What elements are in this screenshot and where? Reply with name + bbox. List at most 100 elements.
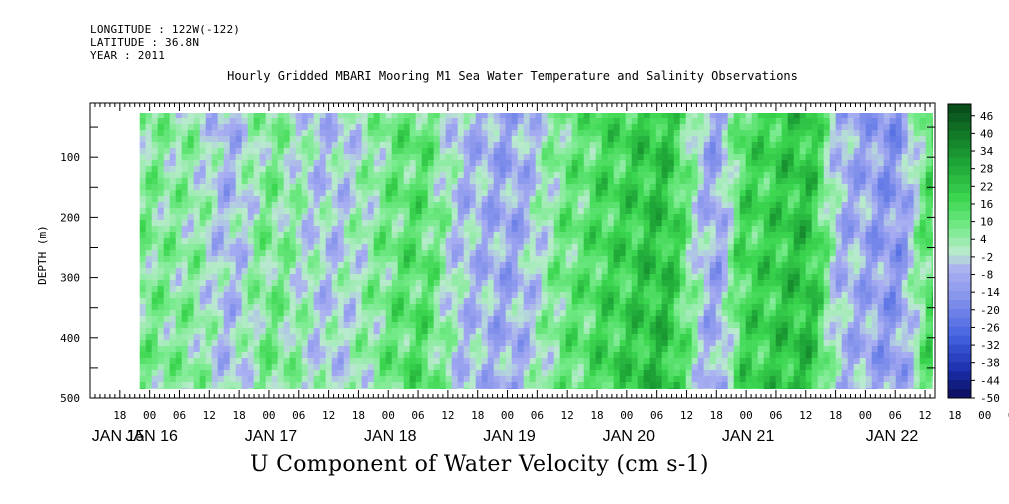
x-date-tick-label: JAN 18	[364, 428, 417, 445]
colorbar-swatch	[948, 130, 971, 141]
x-date-tick-label: JAN 16	[125, 428, 178, 445]
colorbar-swatch	[948, 308, 971, 319]
colorbar-swatch	[948, 273, 971, 283]
colorbar-label: -44	[980, 374, 1000, 387]
colorbar-swatch	[948, 121, 971, 132]
colorbar-label: -20	[980, 304, 1000, 317]
colorbar-swatch	[948, 389, 971, 399]
colorbar-swatch	[948, 219, 971, 230]
x-hour-tick-label: 00	[382, 409, 395, 422]
x-hour-tick-label: 06	[1008, 409, 1009, 422]
colorbar-swatch	[948, 139, 971, 149]
x-hour-tick-label: 18	[232, 409, 245, 422]
x-hour-tick-label: 00	[143, 409, 156, 422]
colorbar-label: -2	[980, 251, 993, 264]
colorbar-swatch	[948, 255, 971, 265]
y-tick-label: 400	[60, 332, 80, 345]
x-hour-tick-label: 12	[799, 409, 812, 422]
colorbar-swatch	[948, 371, 971, 381]
x-date-tick-label: JAN 21	[722, 428, 775, 445]
colorbar-label: 16	[980, 198, 993, 211]
colorbar-frame	[947, 103, 972, 399]
colorbar: 46 40 34 28 22 16 10 4 -2 -8 -14 -20 -26 -32 -38 -44 -50	[947, 103, 1000, 405]
y-axis-label: DEPTH (m)	[36, 225, 49, 285]
x-hour-tick-label: 18	[352, 409, 365, 422]
x-hour-tick-label: 12	[322, 409, 335, 422]
x-hour-tick-label: 00	[620, 409, 633, 422]
colorbar-swatch	[948, 166, 971, 176]
colorbar-label: -38	[980, 357, 1000, 370]
colorbar-swatch	[948, 237, 971, 247]
chart-title: Hourly Gridded MBARI Mooring M1 Sea Wate…	[227, 69, 798, 83]
colorbar-swatch	[948, 184, 971, 194]
colorbar-label: 28	[980, 163, 993, 176]
x-hour-tick-label: 12	[203, 409, 216, 422]
x-hour-tick-label: 00	[501, 409, 514, 422]
y-tick-label: 500	[60, 392, 80, 405]
x-date-tick-label: JAN 20	[603, 428, 656, 445]
colorbar-swatch	[948, 317, 971, 328]
colorbar-swatch	[948, 157, 971, 167]
colorbar-swatch	[948, 291, 971, 301]
y-tick-label: 200	[60, 211, 80, 224]
x-hour-tick-label: 18	[590, 409, 603, 422]
colorbar-swatch	[948, 104, 971, 114]
x-date-tick-label: JAN 15	[92, 428, 145, 445]
colorbar-label: -26	[980, 321, 1000, 334]
colorbar-swatch	[948, 282, 971, 292]
x-hour-tick-label: 06	[531, 409, 544, 422]
x-hour-tick-label: 18	[948, 409, 961, 422]
x-hour-tick-label: 18	[710, 409, 723, 422]
x-hour-tick-label: 06	[173, 409, 186, 422]
year-label: YEAR : 2011	[90, 49, 166, 62]
x-hour-tick-label: 12	[561, 409, 574, 422]
colorbar-label: 46	[980, 110, 993, 123]
x-hour-tick-label: 12	[680, 409, 693, 422]
colorbar-label: 10	[980, 216, 993, 229]
colorbar-swatch	[948, 353, 971, 363]
colorbar-swatch	[948, 246, 971, 256]
colorbar-swatch	[948, 210, 971, 221]
latitude-label: LATITUDE : 36.8N	[90, 36, 200, 49]
colorbar-swatch	[948, 264, 971, 274]
colorbar-swatch	[948, 380, 971, 390]
x-hour-tick-label: 06	[650, 409, 663, 422]
colorbar-label: -32	[980, 339, 1000, 352]
colorbar-swatch	[948, 300, 971, 310]
x-hour-tick-label: 06	[769, 409, 782, 422]
colorbar-swatch	[948, 148, 971, 158]
colorbar-swatch	[948, 112, 971, 123]
x-hour-tick-label: 06	[292, 409, 305, 422]
longitude-label: LONGITUDE : 122W(-122)	[90, 23, 241, 36]
colorbar-label: 34	[980, 145, 994, 158]
colorbar-swatch	[948, 228, 971, 239]
x-hour-tick-label: 00	[978, 409, 991, 422]
heatmap-cells	[139, 113, 933, 389]
colorbar-label: 4	[980, 233, 987, 246]
x-date-tick-label: JAN 19	[483, 428, 536, 445]
colorbar-label: 22	[980, 180, 993, 193]
x-hour-tick-label: 06	[889, 409, 902, 422]
colorbar-label: -50	[980, 392, 1000, 405]
axes: 18 00 06 12 18 00 06 12 18 00 06 12 18 00 06 12 18 00 06 12…	[60, 103, 1009, 445]
x-date-tick-label: JAN 17	[245, 428, 298, 445]
x-hour-tick-label: 18	[829, 409, 842, 422]
x-hour-tick-label: 12	[918, 409, 931, 422]
x-hour-tick-label: 18	[471, 409, 484, 422]
colorbar-swatch	[948, 202, 971, 212]
y-tick-label: 100	[60, 151, 80, 164]
x-hour-tick-label: 00	[262, 409, 275, 422]
colorbar-swatch	[948, 362, 971, 372]
variable-title: U Component of Water Velocity (cm s-1)	[250, 452, 709, 477]
colorbar-swatch	[948, 326, 971, 337]
x-hour-tick-label: 18	[113, 409, 126, 422]
x-hour-tick-label: 00	[859, 409, 872, 422]
colorbar-swatch	[948, 175, 971, 185]
colorbar-label: 40	[980, 127, 993, 140]
x-hour-tick-label: 12	[441, 409, 454, 422]
colorbar-label: -8	[980, 269, 993, 282]
y-tick-label: 300	[60, 272, 80, 285]
x-hour-tick-label: 06	[411, 409, 424, 422]
colorbar-swatch	[948, 335, 971, 345]
